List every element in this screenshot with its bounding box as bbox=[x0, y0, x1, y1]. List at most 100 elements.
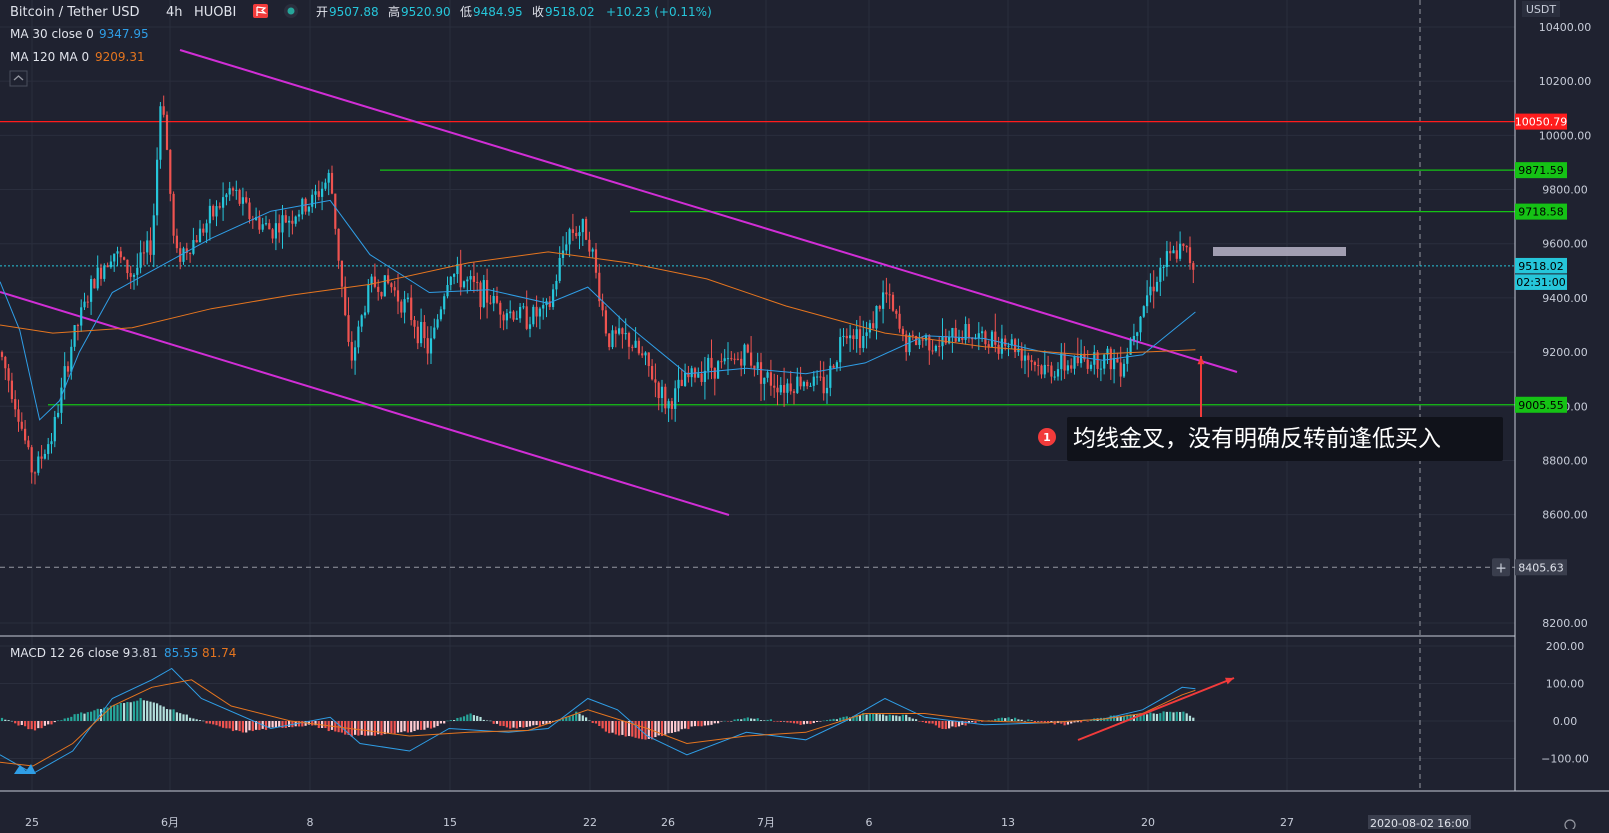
level-price-label: 9871.59 bbox=[1518, 164, 1564, 177]
macd-histogram-bar bbox=[198, 720, 202, 721]
candle-body bbox=[908, 334, 911, 353]
macd-histogram-bar bbox=[152, 702, 155, 721]
candle-body bbox=[756, 362, 759, 369]
macd-histogram-bar bbox=[525, 721, 528, 727]
tradingview-logo-icon[interactable] bbox=[14, 764, 36, 774]
macd-histogram-bar bbox=[159, 705, 162, 721]
macd-arrow[interactable] bbox=[1077, 677, 1235, 741]
macd-histogram-bar bbox=[611, 721, 614, 733]
candle-body bbox=[898, 313, 901, 329]
trend-line[interactable] bbox=[179, 49, 1238, 373]
candle-body bbox=[660, 386, 664, 399]
price-tick-label: 8800.00 bbox=[1542, 454, 1588, 467]
macd-histogram-bar bbox=[462, 716, 466, 721]
candle-body bbox=[400, 301, 403, 313]
candle-body bbox=[53, 416, 56, 442]
ohlc-label: 收 bbox=[532, 5, 544, 19]
macd-histogram-bar bbox=[994, 719, 997, 721]
macd-histogram-bar bbox=[231, 721, 235, 732]
macd-histogram-bar bbox=[664, 721, 667, 735]
candle-body bbox=[911, 334, 914, 336]
candle-body bbox=[334, 193, 337, 229]
trend-line[interactable] bbox=[0, 291, 730, 516]
candle-body bbox=[443, 296, 446, 310]
crosshair-price-label: 8405.63 bbox=[1518, 561, 1564, 574]
candle-body bbox=[109, 261, 112, 268]
macd-histogram-bar bbox=[479, 716, 482, 721]
ohlc-label: 高 bbox=[388, 4, 400, 19]
collapse-legend-button[interactable] bbox=[9, 70, 28, 87]
macd-histogram-bar bbox=[809, 721, 812, 725]
candle-body bbox=[631, 346, 634, 348]
macd-histogram-bar bbox=[0, 717, 4, 721]
candle-body bbox=[1056, 369, 1060, 377]
macd-tick-label: 200.00 bbox=[1546, 640, 1585, 653]
macd-histogram-bar bbox=[185, 714, 188, 721]
crosshair-add-button[interactable] bbox=[1492, 558, 1510, 577]
candle-body bbox=[73, 325, 76, 347]
highlight-box[interactable] bbox=[1213, 247, 1346, 256]
macd-histogram-bar bbox=[443, 721, 446, 724]
macd-histogram-bar bbox=[1043, 721, 1046, 723]
candle-body bbox=[825, 387, 829, 394]
candle-body bbox=[159, 106, 162, 160]
macd-histogram-bar bbox=[429, 721, 433, 729]
candle-body bbox=[416, 326, 419, 344]
macd-histogram-bar bbox=[528, 721, 532, 727]
candle-body bbox=[449, 276, 452, 285]
time-axis[interactable] bbox=[0, 791, 1609, 829]
candle-body bbox=[406, 297, 409, 300]
macd-histogram-bar bbox=[865, 714, 868, 721]
macd-histogram-bar bbox=[284, 721, 287, 728]
macd-histogram-bar bbox=[750, 718, 753, 721]
level-price-label: 10050.79 bbox=[1515, 116, 1568, 129]
flag-glyph bbox=[256, 6, 267, 16]
macd-histogram-bar bbox=[703, 721, 706, 726]
macd-histogram-bar bbox=[680, 721, 683, 730]
candle-body bbox=[773, 385, 776, 388]
macd-histogram-bar bbox=[644, 721, 647, 740]
candle-body bbox=[156, 159, 159, 216]
candle-body bbox=[367, 284, 370, 313]
candle-body bbox=[119, 251, 122, 258]
callout-box[interactable] bbox=[1067, 417, 1503, 461]
macd-histogram-bar bbox=[482, 719, 485, 721]
candle-body bbox=[1132, 335, 1135, 340]
macd-histogram-bar bbox=[1060, 721, 1063, 724]
macd-histogram-bar bbox=[453, 720, 456, 721]
flag-icon[interactable] bbox=[253, 4, 268, 18]
candle-body bbox=[967, 323, 970, 338]
candle-body bbox=[961, 337, 964, 340]
macd-histogram-bar bbox=[1103, 717, 1106, 721]
macd-histogram-bar bbox=[911, 718, 914, 721]
time-tick-label: 27 bbox=[1280, 816, 1294, 829]
macd-histogram-bar bbox=[591, 721, 594, 723]
macd-histogram-bar bbox=[601, 721, 604, 729]
candle-body bbox=[1188, 247, 1192, 264]
callout-marker[interactable] bbox=[1038, 428, 1056, 446]
macd-histogram-bar bbox=[835, 719, 838, 721]
candle-body bbox=[1080, 353, 1083, 364]
candle-body bbox=[344, 286, 347, 316]
candle-body bbox=[215, 206, 218, 217]
candle-body bbox=[393, 287, 396, 291]
price-axis[interactable] bbox=[1515, 0, 1609, 829]
price-tick-label: 8600.00 bbox=[1542, 509, 1588, 522]
candle-body bbox=[27, 440, 30, 448]
candle-body bbox=[222, 197, 225, 208]
macd-line bbox=[0, 667, 1196, 775]
macd-histogram-bar bbox=[1080, 721, 1083, 723]
time-tick-label: 15 bbox=[443, 816, 457, 829]
macd-histogram-bar bbox=[373, 721, 376, 736]
candle-body bbox=[885, 292, 888, 295]
candle-body bbox=[1020, 348, 1023, 361]
macd-histogram-bar bbox=[1182, 711, 1185, 721]
macd-histogram-bar bbox=[324, 721, 327, 729]
candle-body bbox=[1043, 364, 1046, 375]
macd-histogram-bar bbox=[129, 702, 132, 721]
macd-legend-label: MACD 12 26 close 9 bbox=[10, 646, 130, 660]
macd-histogram-bar bbox=[1023, 720, 1027, 722]
plus-icon: + bbox=[1495, 560, 1507, 576]
macd-histogram-bar bbox=[90, 711, 93, 721]
